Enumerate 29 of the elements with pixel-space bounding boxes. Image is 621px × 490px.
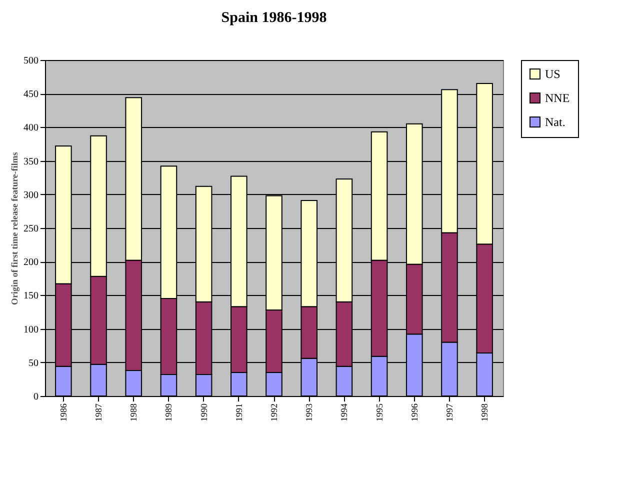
y-axis-title: Origin of first time release feature-films <box>10 152 20 305</box>
x-tick-label: 1993 <box>304 403 314 422</box>
y-tick-label: 250 <box>24 224 38 234</box>
y-tick-label: 0 <box>34 392 38 402</box>
y-tick-label: 100 <box>24 324 38 336</box>
legend-label: Nat. <box>545 115 566 129</box>
y-tick-label: 450 <box>24 89 38 100</box>
x-tick-label: 1998 <box>480 403 490 422</box>
y-tick-label: 350 <box>24 156 38 168</box>
x-tick-label: 1996 <box>409 403 420 422</box>
x-tick-label: 1988 <box>128 403 139 422</box>
y-tick-label: 400 <box>24 122 38 134</box>
y-tick-label: 300 <box>24 190 38 201</box>
x-tick-label: 1986 <box>58 403 68 422</box>
x-tick-label: 1995 <box>374 403 384 422</box>
x-tick-label: 1994 <box>339 403 350 422</box>
x-tick-label: 1987 <box>94 403 104 422</box>
x-tick-label: 1992 <box>269 404 279 422</box>
y-tick-label: 500 <box>24 56 38 66</box>
x-tick-label: 1997 <box>444 403 454 422</box>
x-tick-label: 1990 <box>198 403 209 422</box>
legend-label: NNE <box>545 91 570 105</box>
y-tick-label: 200 <box>24 257 38 268</box>
chart-title: Spain 1986-1998 <box>221 10 327 26</box>
y-tick-label: 50 <box>28 358 38 369</box>
y-tick-label: 150 <box>24 290 38 302</box>
legend-label: US <box>545 67 560 81</box>
x-tick-label: 1991 <box>234 404 244 422</box>
x-tick-label: 1989 <box>164 403 174 422</box>
